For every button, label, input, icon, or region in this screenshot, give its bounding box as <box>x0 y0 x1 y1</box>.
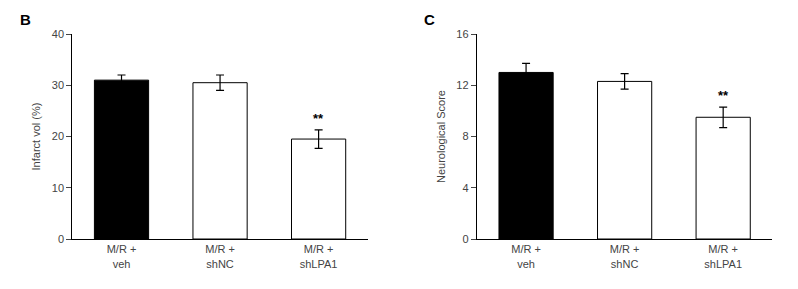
svg-text:C: C <box>424 11 435 28</box>
svg-text:20: 20 <box>52 130 64 142</box>
svg-text:0: 0 <box>58 233 64 245</box>
svg-text:4: 4 <box>462 182 468 194</box>
svg-text:B: B <box>20 11 31 28</box>
svg-text:**: ** <box>718 88 729 103</box>
svg-text:40: 40 <box>52 28 64 40</box>
svg-text:M/R +veh: M/R +veh <box>511 243 541 269</box>
svg-text:8: 8 <box>462 130 468 142</box>
svg-text:30: 30 <box>52 79 64 91</box>
svg-text:M/R +shLPA1: M/R +shLPA1 <box>704 243 742 269</box>
svg-text:0: 0 <box>462 233 468 245</box>
svg-text:**: ** <box>313 111 324 126</box>
svg-text:M/R +shNC: M/R +shNC <box>610 243 640 269</box>
svg-text:M/R +shLPA1: M/R +shLPA1 <box>300 243 338 269</box>
svg-text:16: 16 <box>456 28 468 40</box>
svg-text:Neurological Score: Neurological Score <box>435 90 447 183</box>
svg-text:M/R +veh: M/R +veh <box>107 243 137 269</box>
svg-text:10: 10 <box>52 182 64 194</box>
svg-text:12: 12 <box>456 79 468 91</box>
svg-text:Infarct vol (%): Infarct vol (%) <box>30 103 42 171</box>
svg-text:M/R +shNC: M/R +shNC <box>205 243 235 269</box>
